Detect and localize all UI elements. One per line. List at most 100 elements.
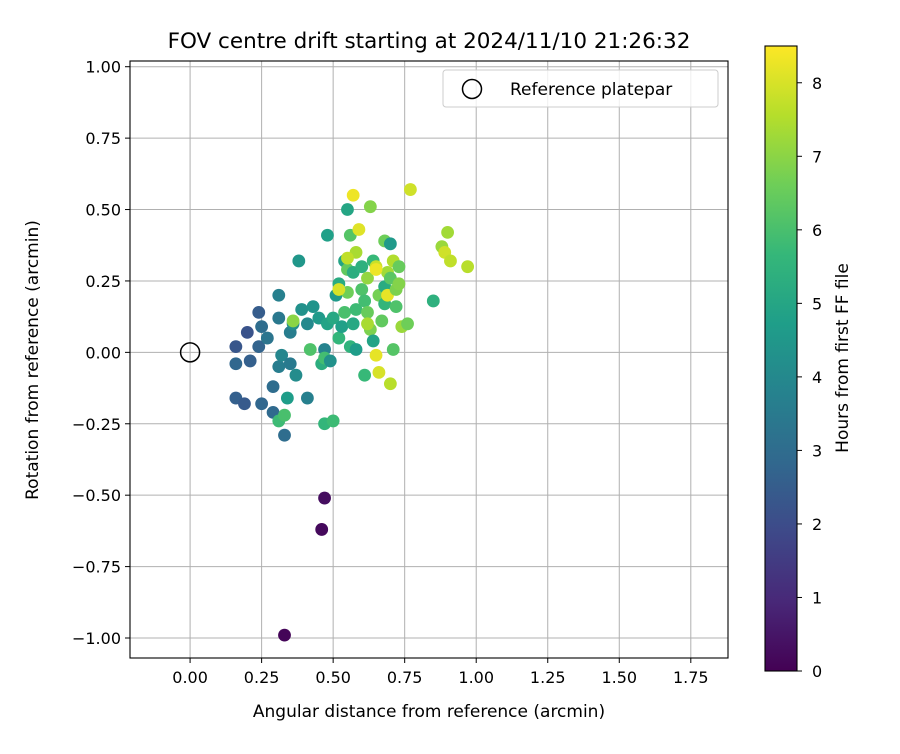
data-point [383,237,397,251]
data-point [300,391,314,405]
data-point [278,628,291,642]
x-tick-label: 1.00 [458,668,494,687]
data-point [392,277,406,291]
colorbar-tick-label: 6 [812,221,822,240]
x-tick-label: 1.75 [673,668,709,687]
data-point [401,317,414,331]
colorbar-label: Hours from first FF file [833,263,853,453]
data-point [326,414,340,428]
x-tick-label: 0.50 [315,668,351,687]
data-point [461,260,475,274]
colorbar-tick-label: 8 [812,74,822,93]
data-point [283,357,297,371]
legend-reference-marker [461,78,483,100]
y-tick-label: 0.00 [85,343,121,362]
y-tick-label: −1.00 [72,629,121,648]
y-tick-label: −0.25 [72,415,121,434]
data-point [389,300,403,314]
data-point [229,357,243,371]
data-point [243,354,257,368]
legend-label: Reference platepar [510,80,672,100]
data-point [392,260,406,274]
data-point [383,377,397,391]
colorbar-tick-label: 5 [812,294,822,313]
data-point [300,317,314,331]
data-point [229,340,243,354]
data-point [361,271,374,285]
data-point [255,320,269,334]
data-point [292,254,306,268]
data-point [355,260,369,274]
data-point [286,314,300,328]
data-point [349,303,363,316]
data-point [260,331,274,345]
data-point [338,305,351,319]
data-point [369,263,383,276]
data-points [229,183,475,642]
data-point [358,368,372,382]
colorbar-tick-label: 2 [812,515,822,534]
data-point [272,360,286,374]
data-point [272,288,286,302]
y-axis-ticks: 1.00 0.75 0.50 0.25 0.00 −0.25 −0.50 −0.75 −1.00 [72,58,130,648]
data-point [341,203,354,216]
data-point [366,334,380,348]
colorbar-gradient [764,45,798,672]
data-point [295,303,309,316]
data-point [355,283,369,296]
x-tick-label: 1.25 [530,668,566,687]
data-point [444,254,457,268]
data-point [252,305,266,319]
data-point [272,311,286,325]
data-point [275,348,289,362]
x-tick-label: 0.75 [387,668,423,687]
colorbar-tick-label: 7 [812,147,822,166]
x-tick-label: 1.50 [601,668,637,687]
y-tick-label: −0.75 [72,558,121,577]
data-point [341,251,354,265]
y-tick-label: −0.50 [72,486,121,505]
data-point [386,343,400,356]
legend-box [442,69,719,108]
x-axis-ticks: 0.00 0.25 0.50 0.75 1.00 1.25 1.50 1.75 [172,658,709,687]
colorbar-tick-label: 1 [812,588,822,607]
data-point [349,343,363,356]
data-point [240,325,254,339]
chart-title: FOV centre drift starting at 2024/11/10 … [168,29,691,54]
colorbar-tick-label: 3 [812,441,822,460]
data-point [352,223,366,236]
data-point [306,300,320,314]
data-point [315,523,329,536]
data-point [323,354,337,368]
data-point [289,368,303,382]
data-point [255,397,269,411]
data-point [372,365,386,379]
colorbar-tick-label: 0 [812,662,822,681]
data-point [321,228,334,242]
data-point [404,183,417,196]
data-point [426,294,440,308]
legend: Reference platepar [442,69,719,108]
grid [130,61,728,658]
data-point [326,311,340,325]
data-point [358,294,372,308]
data-point [361,305,374,319]
colorbar-tick-label: 4 [812,368,822,387]
data-point [346,317,360,331]
y-tick-label: 0.75 [85,129,121,148]
data-point [332,331,346,345]
data-point [318,491,331,505]
data-point [278,408,291,422]
data-point [280,391,294,405]
data-point [335,320,349,334]
data-point [361,317,374,331]
data-point [441,225,454,239]
data-point [303,343,317,356]
y-tick-label: 0.50 [85,201,121,220]
data-point [278,428,291,442]
data-point [252,340,266,354]
x-tick-label: 0.00 [172,668,208,687]
data-point [238,397,251,411]
data-point [363,200,377,214]
